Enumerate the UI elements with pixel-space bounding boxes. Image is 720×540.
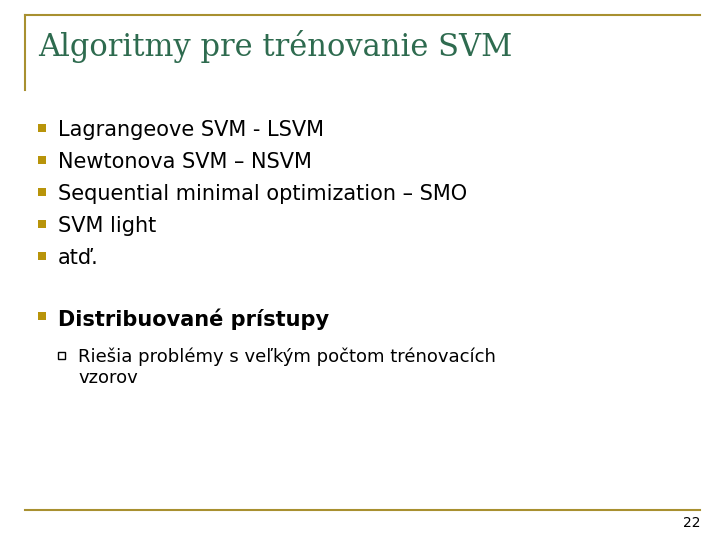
Text: Lagrangeove SVM - LSVM: Lagrangeove SVM - LSVM bbox=[58, 120, 324, 140]
Text: SVM light: SVM light bbox=[58, 216, 156, 236]
Bar bbox=[58, 352, 65, 359]
Text: Newtonova SVM – NSVM: Newtonova SVM – NSVM bbox=[58, 152, 312, 172]
Text: Algoritmy pre trénovanie SVM: Algoritmy pre trénovanie SVM bbox=[38, 30, 512, 63]
Text: Distribuované prístupy: Distribuované prístupy bbox=[58, 308, 329, 329]
Bar bbox=[38, 188, 46, 196]
Bar bbox=[38, 220, 46, 228]
Text: 22: 22 bbox=[683, 516, 700, 530]
Text: atď.: atď. bbox=[58, 248, 99, 268]
Bar bbox=[38, 252, 46, 260]
Bar bbox=[38, 124, 46, 132]
Text: Sequential minimal optimization – SMO: Sequential minimal optimization – SMO bbox=[58, 184, 467, 204]
Text: Riešia problémy s veľkým počtom trénovacích
vzorov: Riešia problémy s veľkým počtom trénovac… bbox=[78, 348, 496, 387]
Bar bbox=[38, 156, 46, 164]
Bar bbox=[38, 312, 46, 320]
